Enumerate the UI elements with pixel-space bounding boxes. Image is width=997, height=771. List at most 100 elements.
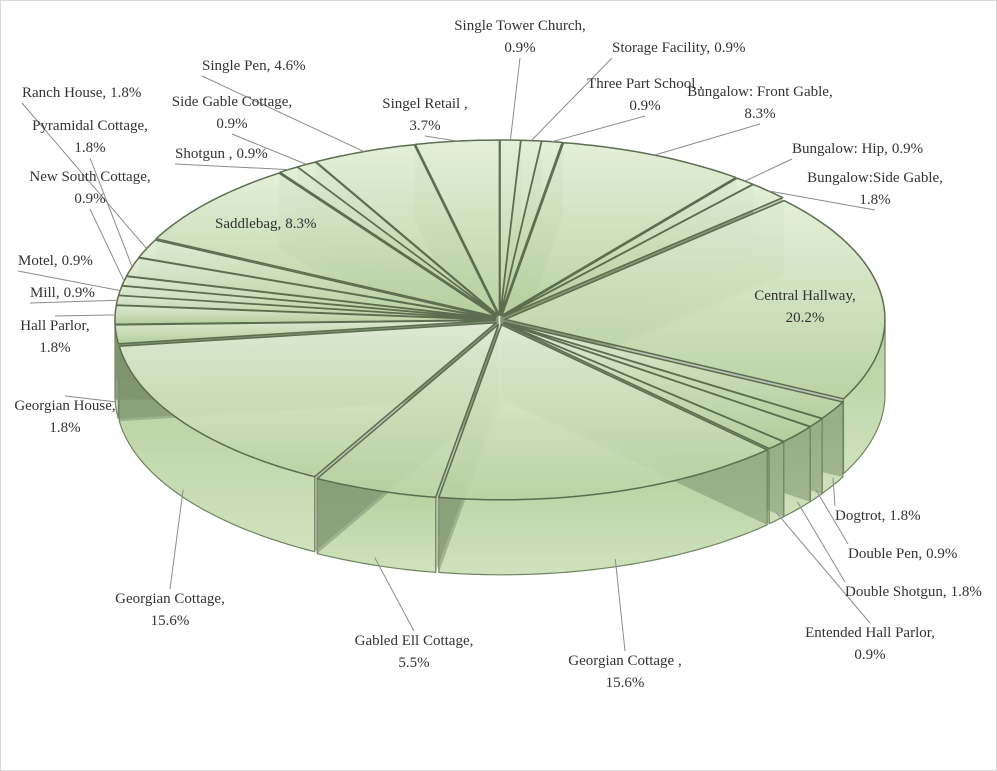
data-label: Single Tower Church, 0.9% [454, 18, 586, 56]
label-value: 0.9% [854, 647, 885, 663]
leader-line [796, 501, 846, 583]
label-name: Ranch House, [22, 85, 106, 101]
data-label: Bungalow: Hip, 0.9% [792, 141, 923, 157]
leader-line [29, 299, 118, 304]
label-value: 0.9% [62, 253, 93, 269]
label-name: Pyramidal Cottage, [32, 118, 148, 134]
label-name: Double Shotgun, [845, 584, 947, 600]
label-value: 1.8% [49, 420, 80, 436]
label-name: Shotgun , [175, 146, 233, 162]
label-value: 0.9% [74, 191, 105, 207]
label-name: New South Cottage, [29, 169, 150, 185]
data-label: Ranch House, 1.8% [22, 85, 141, 101]
data-label: Double Shotgun, 1.8% [845, 584, 982, 600]
data-label: Hall Parlor, 1.8% [20, 318, 89, 356]
label-name: Georgian House, [14, 398, 115, 414]
label-name: Single Pen, [202, 58, 270, 74]
label-value: 15.6% [151, 613, 190, 629]
data-label: Three Part School , 0.9% [587, 76, 703, 114]
slice [316, 323, 500, 499]
leader-line [89, 208, 125, 282]
leader-line [744, 158, 793, 182]
data-label: Saddlebag, 8.3% [215, 216, 316, 232]
slice [502, 322, 785, 450]
label-name: Georgian Cottage , [568, 653, 681, 669]
label-value: 0.9% [926, 546, 957, 562]
label-name: Storage Facility, [612, 40, 710, 56]
leaders [17, 57, 876, 652]
label-value: 3.7% [409, 118, 440, 134]
label-value: 5.5% [398, 655, 429, 671]
slice [118, 322, 497, 478]
leader-line [174, 163, 289, 171]
data-label: Dogtrot, 1.8% [835, 508, 921, 524]
tops [114, 139, 886, 501]
data-label: Mill, 0.9% [30, 285, 95, 301]
leader-line [374, 557, 415, 632]
data-label: Bungalow: Front Gable, 8.3% [687, 84, 832, 122]
leader-line [776, 512, 871, 624]
label-name: Gabled Ell Cottage, [355, 633, 474, 649]
data-label: Motel, 0.9% [18, 253, 93, 269]
data-label: Entended Hall Parlor, 0.9% [805, 625, 935, 663]
label-value: 0.9% [629, 98, 660, 114]
label-name: Three Part School , [587, 76, 703, 92]
label-name: Dogtrot, [835, 508, 885, 524]
leader-line [551, 115, 646, 143]
label-name: Bungalow: Front Gable, [687, 84, 832, 100]
data-label: Georgian Cottage , 15.6% [568, 653, 681, 691]
label-value: 15.6% [606, 675, 645, 691]
label-value: 1.8% [859, 192, 890, 208]
label-name: Bungalow: Hip, [792, 141, 888, 157]
leader-line [424, 135, 458, 142]
label-name: Mill, [30, 285, 60, 301]
leader-line [21, 102, 147, 249]
label-name: Saddlebag, [215, 216, 281, 232]
data-label: Double Pen, 0.9% [848, 546, 957, 562]
label-value: 1.8% [889, 508, 920, 524]
data-label: New South Cottage, 0.9% [29, 169, 150, 207]
label-value: 0.9% [64, 285, 95, 301]
labels: Single Tower Church, 0.9% Storage Facility… [14, 18, 982, 691]
data-label: Storage Facility, 0.9% [612, 40, 745, 56]
data-label: Side Gable Cottage, 0.9% [172, 94, 292, 132]
data-label: Gabled Ell Cottage, 5.5% [355, 633, 474, 671]
leader-line [614, 559, 626, 652]
data-label: Georgian House, 1.8% [14, 398, 115, 436]
data-label: Single Pen, 4.6% [202, 58, 306, 74]
leader-line [64, 395, 117, 403]
label-value: 0.9% [892, 141, 923, 157]
leader-line [832, 477, 836, 507]
label-name: Hall Parlor, [20, 318, 89, 334]
label-value: 0.9% [216, 116, 247, 132]
data-label: Pyramidal Cottage, 1.8% [32, 118, 148, 156]
leader-line [231, 133, 307, 165]
slice [503, 322, 811, 443]
label-name: Singel Retail , [382, 96, 467, 112]
leader-line [17, 270, 121, 292]
data-label: Singel Retail , 3.7% [382, 96, 467, 134]
label-name: Georgian Cottage, [115, 591, 225, 607]
label-value: 0.9% [504, 40, 535, 56]
slice [155, 172, 497, 318]
label-name: Central Hallway, [754, 288, 856, 304]
label-value: 1.8% [39, 340, 70, 356]
leader-line [89, 157, 133, 268]
label-name: Bungalow:Side Gable, [807, 170, 943, 186]
label-name: Side Gable Cottage, [172, 94, 292, 110]
slice [114, 319, 496, 345]
label-value: 8.3% [285, 216, 316, 232]
label-name: Motel, [18, 253, 58, 269]
data-label: Central Hallway, 20.2% [754, 288, 856, 326]
leader-line [54, 314, 116, 317]
slice [504, 199, 886, 400]
leader-line [509, 57, 521, 141]
label-value: 4.6% [274, 58, 305, 74]
label-name: Double Pen, [848, 546, 922, 562]
leader-line [654, 123, 761, 156]
slice [503, 321, 844, 420]
label-value: 0.9% [237, 146, 268, 162]
leader-line [201, 75, 365, 153]
slice [296, 161, 499, 317]
